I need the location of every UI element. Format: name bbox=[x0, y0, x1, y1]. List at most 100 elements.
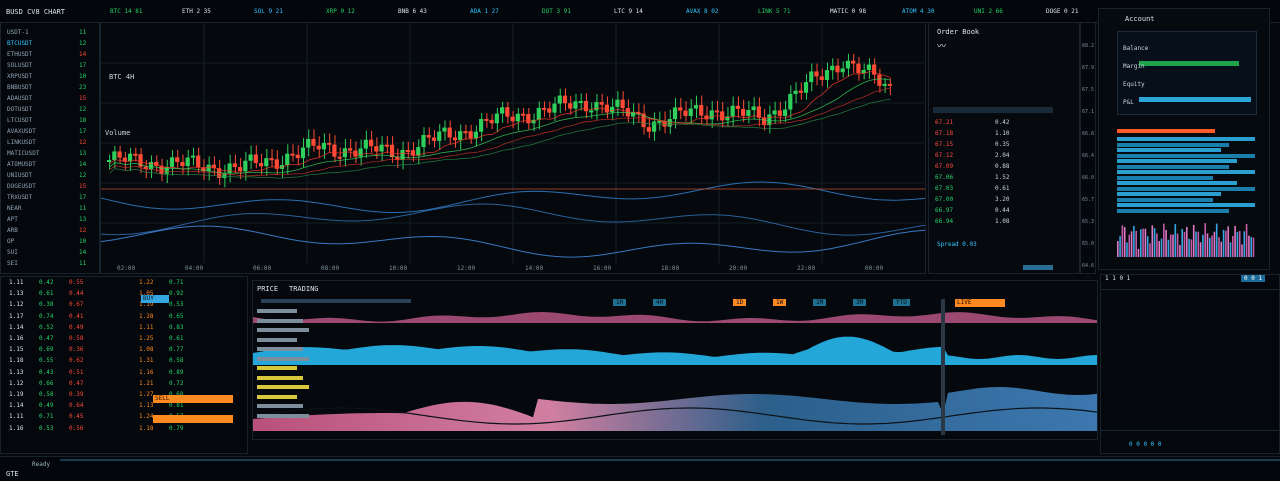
account-list-row[interactable] bbox=[1117, 175, 1213, 180]
position-row[interactable]: 1.16 0.53 0.56 1.18 0.79 bbox=[9, 425, 239, 436]
watchlist-row[interactable]: BNBUSDT 23 bbox=[7, 82, 93, 93]
candle bbox=[667, 119, 672, 127]
position-row[interactable]: 1.16 0.47 0.58 1.25 0.61 bbox=[9, 335, 239, 346]
watchlist-row[interactable]: AVAXUSDT 17 bbox=[7, 126, 93, 137]
area-chart[interactable] bbox=[253, 281, 1098, 440]
watchlist-row[interactable]: ADAUSDT 15 bbox=[7, 93, 93, 104]
position-row[interactable]: 1.12 0.38 0.67 1.19 0.53 bbox=[9, 301, 239, 312]
volume-bar bbox=[1199, 242, 1202, 257]
watchlist-row[interactable]: ARB 12 bbox=[7, 225, 93, 236]
ticker-item[interactable]: DOGE 0 21 bbox=[1046, 8, 1079, 15]
watchlist-row[interactable]: XRPUSDT 10 bbox=[7, 71, 93, 82]
candle bbox=[803, 82, 809, 93]
watchlist-row[interactable]: DOGEUSDT 15 bbox=[7, 181, 93, 192]
watchlist-row[interactable]: ETHUSDT 14 bbox=[7, 49, 93, 60]
position-row[interactable]: 1.17 0.74 0.41 1.28 0.65 bbox=[9, 313, 239, 324]
candlestick-chart[interactable] bbox=[101, 23, 926, 274]
position-row[interactable]: 1.13 0.43 0.51 1.16 0.89 bbox=[9, 369, 239, 380]
ticker-item[interactable]: ADA 1 27 bbox=[470, 8, 499, 15]
position-row[interactable]: 1.14 0.52 0.49 1.11 0.83 bbox=[9, 324, 239, 335]
watchlist-row[interactable]: DOTUSDT 12 bbox=[7, 104, 93, 115]
price-tick: 67.1 bbox=[1082, 109, 1095, 115]
candle bbox=[374, 146, 379, 152]
buy-button[interactable]: BUY bbox=[141, 295, 169, 303]
account-list-row[interactable] bbox=[1117, 170, 1255, 174]
position-row[interactable]: 1.15 0.69 0.36 1.08 0.77 bbox=[9, 346, 239, 357]
account-list-row[interactable] bbox=[1117, 164, 1229, 169]
watchlist-row[interactable]: LTCUSDT 18 bbox=[7, 115, 93, 126]
watchlist-row[interactable]: MATICUSDT 13 bbox=[7, 148, 93, 159]
account-list-row[interactable] bbox=[1117, 159, 1237, 163]
ticker-item[interactable]: MATIC 0 98 bbox=[830, 8, 867, 15]
account-list-row[interactable] bbox=[1117, 192, 1221, 196]
account-list-row[interactable] bbox=[1117, 208, 1229, 213]
position-row[interactable]: 1.19 0.58 0.39 1.27 0.68 bbox=[9, 391, 239, 402]
timeframe-tag[interactable]: 1H bbox=[613, 299, 627, 306]
account-list-row[interactable] bbox=[1117, 137, 1255, 141]
ticker-item[interactable]: BNB 6 43 bbox=[398, 8, 427, 15]
ticker-item[interactable]: UNI 2 66 bbox=[974, 8, 1003, 15]
watchlist-row[interactable]: SOLUSDT 17 bbox=[7, 60, 93, 71]
watchlist-row[interactable]: BTCUSDT 12 bbox=[7, 38, 93, 49]
ticker-item[interactable]: DOT 3 91 bbox=[542, 8, 571, 15]
position-row[interactable]: 1.14 0.49 0.64 1.13 0.81 bbox=[9, 402, 239, 413]
candle bbox=[327, 142, 332, 145]
order-book-row[interactable]: 67.21 0.42 bbox=[935, 117, 1075, 128]
order-book-row[interactable]: 66.97 0.44 bbox=[935, 205, 1075, 216]
ticker-item[interactable]: SOL 9 21 bbox=[254, 8, 283, 15]
watchlist-row[interactable]: USDT-1 11 bbox=[7, 27, 93, 38]
watchlist-symbol: LINKUSDT bbox=[7, 139, 36, 146]
watchlist-row[interactable]: OP 10 bbox=[7, 236, 93, 247]
account-list-row[interactable] bbox=[1117, 186, 1255, 191]
order-book-row[interactable]: 67.12 2.04 bbox=[935, 150, 1075, 161]
timeframe-tag[interactable]: 4H bbox=[653, 299, 667, 306]
account-list-row[interactable] bbox=[1117, 203, 1255, 207]
position-row[interactable]: 1.18 0.55 0.62 1.31 0.58 bbox=[9, 357, 239, 368]
timeframe-tag[interactable]: 3M bbox=[853, 299, 867, 306]
indicator-line bbox=[101, 181, 925, 213]
order-book-row[interactable]: 67.03 0.61 bbox=[935, 183, 1075, 194]
order-book-row[interactable]: 67.06 1.52 bbox=[935, 172, 1075, 183]
watchlist-row[interactable]: UNIUSDT 12 bbox=[7, 170, 93, 181]
candle bbox=[348, 148, 353, 151]
account-list-row[interactable] bbox=[1117, 181, 1237, 185]
wave-icon: 〰 bbox=[937, 42, 947, 52]
account-list-row[interactable] bbox=[1117, 142, 1229, 147]
order-book-row[interactable]: 67.09 0.88 bbox=[935, 161, 1075, 172]
position-row[interactable]: 1.11 0.42 0.55 1.22 0.71 bbox=[9, 279, 239, 290]
ticker-item[interactable]: LTC 9 14 bbox=[614, 8, 643, 15]
ticker-item[interactable]: BTC 14 81 bbox=[110, 8, 143, 15]
ticker-item[interactable]: AVAX 8 02 bbox=[686, 8, 719, 15]
order-book-row[interactable]: 67.18 1.10 bbox=[935, 128, 1075, 139]
order-book-row[interactable]: 67.15 0.35 bbox=[935, 139, 1075, 150]
watchlist-row[interactable]: TRXUSDT 17 bbox=[7, 192, 93, 203]
account-list-row[interactable] bbox=[1117, 197, 1213, 202]
watchlist-row[interactable]: LINKUSDT 12 bbox=[7, 137, 93, 148]
live-tag[interactable]: LIVE bbox=[955, 299, 1005, 307]
watchlist-row[interactable]: NEAR 11 bbox=[7, 203, 93, 214]
ticker-item[interactable]: ATOM 4 30 bbox=[902, 8, 935, 15]
order-book-row[interactable]: 67.00 3.20 bbox=[935, 194, 1075, 205]
order-book-row[interactable]: 66.94 1.08 bbox=[935, 216, 1075, 227]
sell-button[interactable]: SELL bbox=[153, 395, 233, 403]
watchlist-row[interactable]: SUI 14 bbox=[7, 247, 93, 258]
account-list-row[interactable] bbox=[1117, 148, 1221, 152]
candle bbox=[426, 134, 431, 138]
position-cell: 1.31 bbox=[139, 357, 154, 365]
watchlist-value: 11 bbox=[79, 205, 87, 212]
position-row[interactable]: 1.12 0.66 0.47 1.21 0.72 bbox=[9, 380, 239, 391]
timeframe-tag[interactable]: YTD bbox=[893, 299, 910, 306]
watchlist-row[interactable]: SEI 11 bbox=[7, 258, 93, 269]
sell-button-2[interactable] bbox=[153, 415, 233, 423]
timeframe-tag[interactable]: 1D bbox=[733, 299, 747, 306]
ticker-item[interactable]: LINK 5 71 bbox=[758, 8, 791, 15]
position-row[interactable]: 1.13 0.61 0.44 1.05 0.92 bbox=[9, 290, 239, 301]
account-list-row[interactable] bbox=[1117, 153, 1255, 158]
watchlist-row[interactable]: APT 13 bbox=[7, 214, 93, 225]
watchlist-row[interactable]: ATOMUSDT 14 bbox=[7, 159, 93, 170]
order-price: 67.12 bbox=[935, 152, 954, 159]
ticker-item[interactable]: XRP 0 12 bbox=[326, 8, 355, 15]
timeframe-tag[interactable]: 1M bbox=[813, 299, 827, 306]
timeframe-tag[interactable]: 1W bbox=[773, 299, 787, 306]
ticker-item[interactable]: ETH 2 35 bbox=[182, 8, 211, 15]
